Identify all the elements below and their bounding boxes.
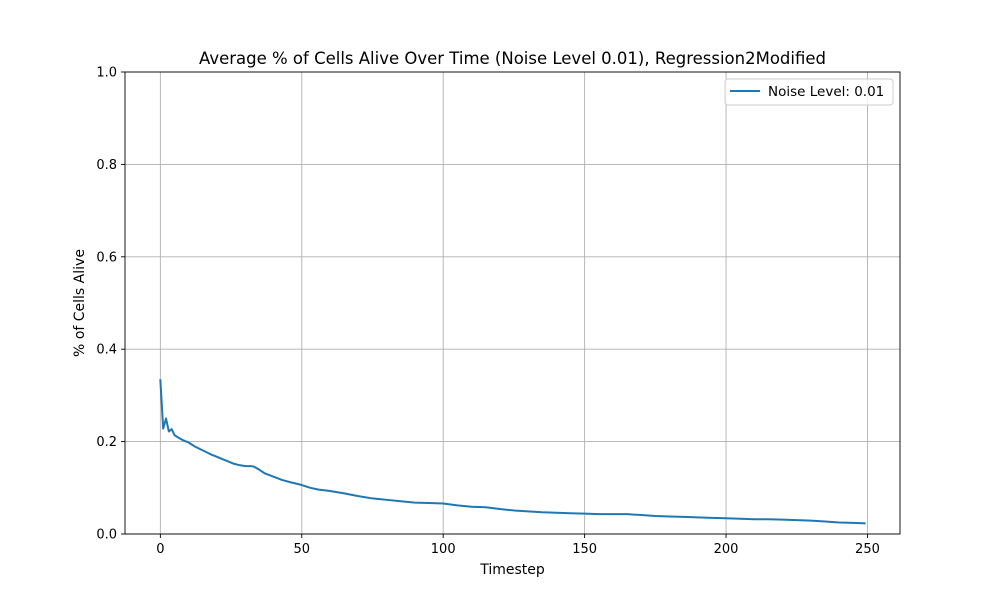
x-tick-label: 0 — [156, 542, 164, 557]
x-tick-label: 50 — [294, 542, 311, 557]
legend-label: Noise Level: 0.01 — [768, 84, 884, 100]
legend: Noise Level: 0.01 — [724, 78, 894, 106]
x-tick-label: 250 — [855, 542, 880, 557]
y-tick-label: 1.0 — [96, 66, 117, 81]
legend-box — [724, 78, 894, 106]
tick-layer: 0 50 100 150 200 250 0.0 0.2 0.4 0.6 0.8 1.0 — [96, 66, 880, 558]
y-tick-label: 0.8 — [96, 158, 117, 173]
chart-title: Average % of Cells Alive Over Time (Nois… — [199, 49, 826, 68]
y-tick-label: 0.2 — [96, 435, 117, 450]
x-tick-label: 100 — [431, 542, 456, 557]
y-tick-label: 0.4 — [96, 343, 117, 358]
series-layer — [159, 379, 866, 525]
series-line-0 — [159, 379, 866, 525]
y-tick-label: 0.6 — [96, 250, 117, 265]
x-tick-label: 200 — [714, 542, 739, 557]
y-axis-label: % of Cells Alive — [72, 249, 88, 357]
axes-frame — [124, 71, 901, 535]
y-tick-label: 0.0 — [96, 528, 117, 543]
x-axis-label: Timestep — [479, 562, 545, 578]
x-tick-label: 150 — [572, 542, 597, 557]
